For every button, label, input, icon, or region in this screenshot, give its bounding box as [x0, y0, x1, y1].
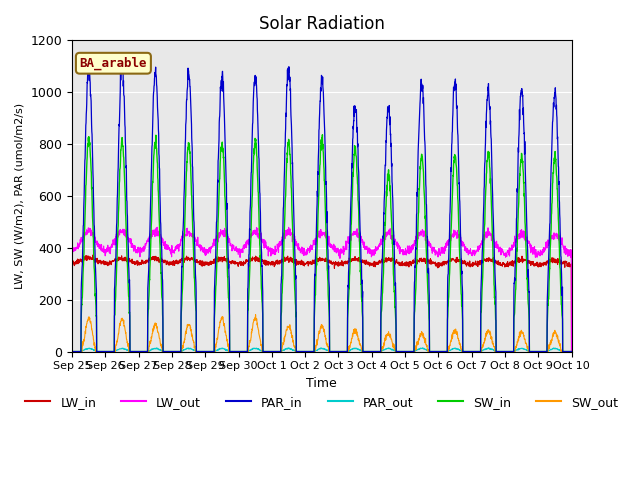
SW_in [467, 348, 474, 354]
SW_out [207, 348, 215, 354]
LW_out [538, 251, 545, 256]
PAR_in [68, 348, 76, 354]
SW_out [347, 340, 355, 346]
SW_out [568, 348, 575, 354]
Line: SW_out: SW_out [72, 315, 572, 351]
SW_in [68, 348, 76, 354]
PAR_out [568, 348, 575, 354]
LW_in [568, 348, 575, 354]
Legend: LW_in, LW_out, PAR_in, PAR_out, SW_in, SW_out: LW_in, LW_out, PAR_in, PAR_out, SW_in, S… [20, 391, 623, 414]
LW_in [524, 261, 531, 267]
LW_out [68, 249, 76, 254]
PAR_out [347, 347, 355, 353]
LW_in [89, 252, 97, 258]
Line: PAR_out: PAR_out [72, 348, 572, 351]
Y-axis label: LW, SW (W/m2), PAR (umol/m2/s): LW, SW (W/m2), PAR (umol/m2/s) [15, 103, 25, 289]
PAR_in [85, 60, 93, 66]
PAR_in [467, 348, 474, 354]
SW_in [207, 348, 215, 354]
PAR_in [336, 348, 344, 354]
Line: LW_out: LW_out [72, 228, 572, 351]
PAR_in [538, 348, 545, 354]
LW_in [336, 262, 344, 267]
LW_out [336, 255, 344, 261]
LW_in [68, 259, 76, 264]
SW_in [524, 288, 531, 293]
LW_in [208, 261, 216, 267]
PAR_out [524, 348, 531, 353]
SW_in [319, 132, 326, 138]
LW_out [568, 348, 575, 354]
PAR_out [68, 348, 76, 354]
SW_out [538, 348, 545, 354]
PAR_out [467, 348, 474, 354]
SW_out [467, 348, 474, 354]
SW_out [336, 348, 344, 354]
LW_out [208, 244, 216, 250]
LW_out [347, 231, 355, 237]
X-axis label: Time: Time [307, 377, 337, 390]
Text: BA_arable: BA_arable [79, 57, 147, 70]
LW_out [154, 225, 161, 230]
SW_out [524, 344, 531, 349]
SW_out [252, 312, 259, 318]
PAR_in [347, 198, 355, 204]
Line: PAR_in: PAR_in [72, 63, 572, 351]
SW_in [538, 348, 545, 354]
SW_in [336, 348, 344, 354]
Line: SW_in: SW_in [72, 135, 572, 351]
SW_in [568, 348, 575, 354]
LW_in [467, 262, 474, 267]
Line: LW_in: LW_in [72, 255, 572, 351]
PAR_in [208, 348, 216, 354]
SW_in [347, 236, 355, 242]
SW_out [68, 348, 76, 354]
LW_out [524, 238, 531, 244]
PAR_in [568, 348, 575, 354]
PAR_out [207, 348, 215, 354]
PAR_out [336, 348, 344, 354]
LW_in [347, 255, 355, 261]
PAR_in [524, 244, 531, 250]
LW_out [467, 249, 474, 254]
PAR_out [484, 345, 492, 351]
Title: Solar Radiation: Solar Radiation [259, 15, 385, 33]
PAR_out [538, 348, 545, 354]
LW_in [538, 262, 545, 267]
